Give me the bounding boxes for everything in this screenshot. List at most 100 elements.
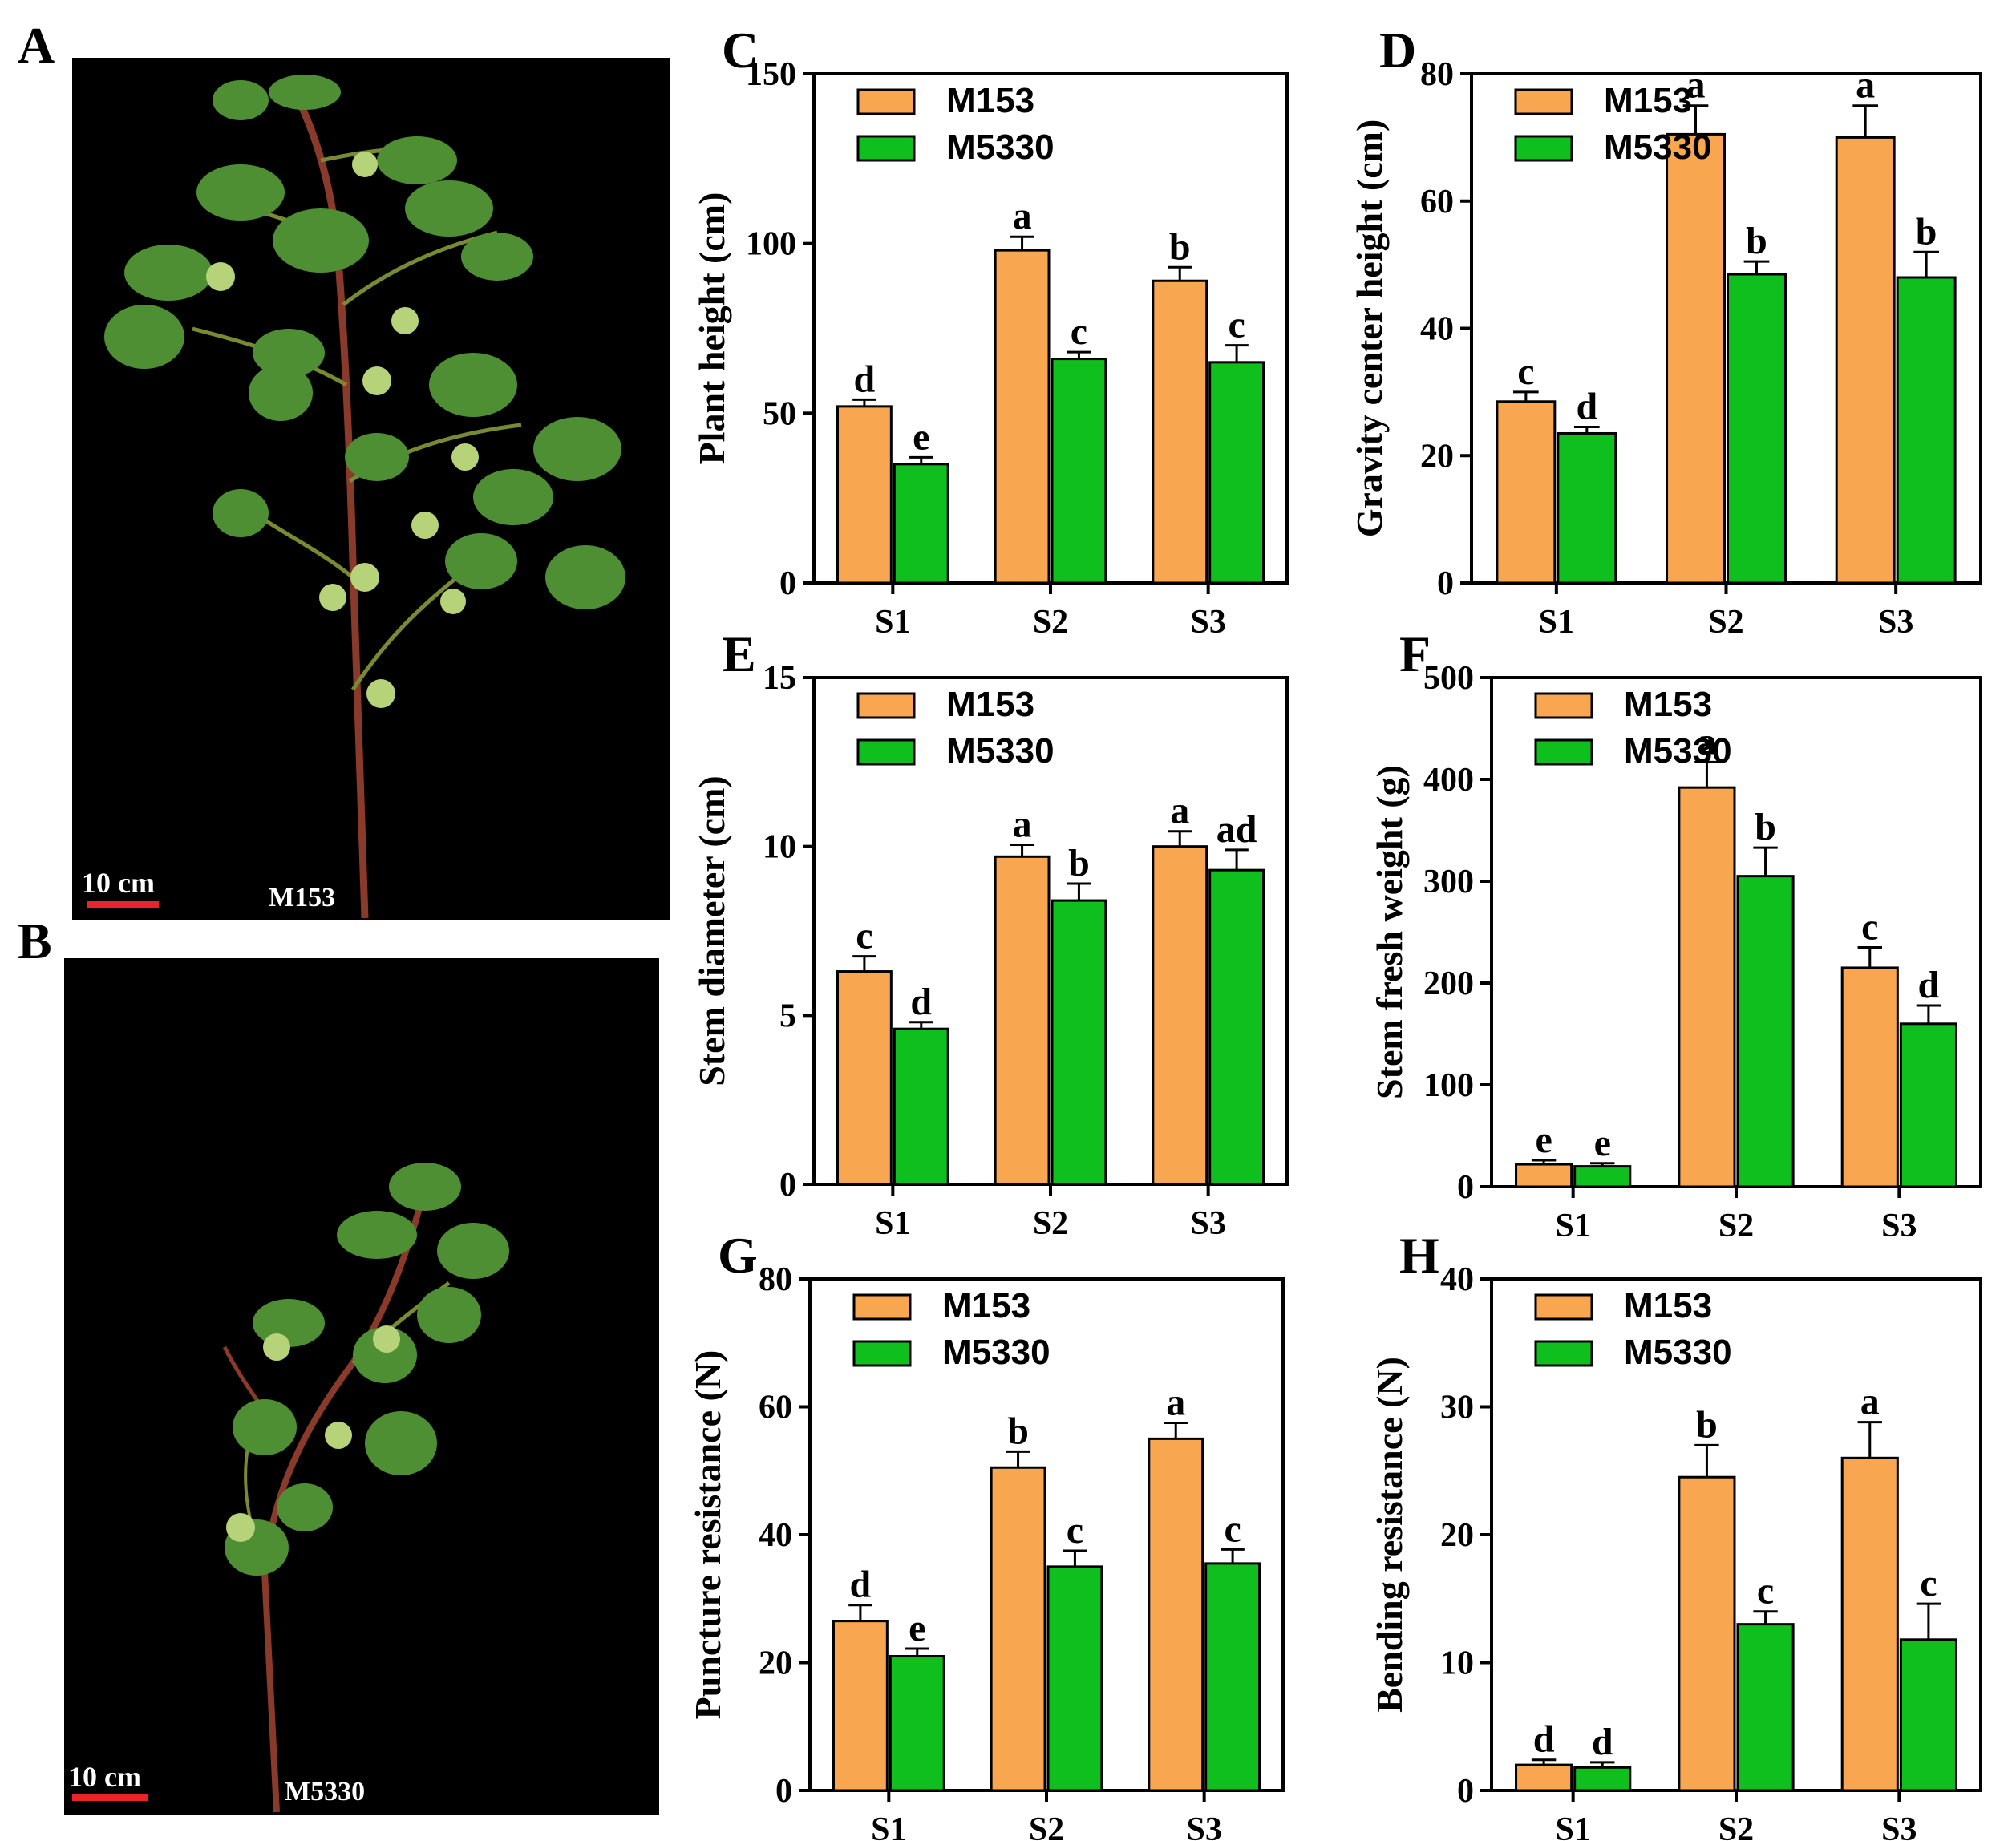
- y-tick-label: 40: [1440, 1261, 1474, 1298]
- y-axis-label: Gravity center height (cm): [1349, 119, 1390, 538]
- y-tick-label: 5: [779, 997, 796, 1034]
- bar-m153: [1152, 845, 1208, 1186]
- y-tick-label: 100: [1423, 1067, 1474, 1104]
- photo-caption-a: M153: [269, 883, 335, 912]
- bar-m5330: [1727, 273, 1787, 585]
- y-tick-label: 0: [1457, 1773, 1474, 1810]
- legend-swatch-m5330: [856, 738, 916, 766]
- bar-m153: [836, 970, 893, 1186]
- y-tick-label: 10: [763, 829, 796, 866]
- x-tick-label: S1: [875, 604, 910, 641]
- significance-letter: c: [856, 915, 872, 957]
- bar-m5330: [1736, 1623, 1795, 1792]
- legend-swatch-m5330: [1514, 135, 1573, 162]
- x-tick-label: S3: [1190, 604, 1225, 641]
- bar-m153: [1148, 1437, 1204, 1792]
- legend-swatch-m153: [1534, 692, 1593, 719]
- significance-letter: c: [1071, 310, 1087, 353]
- photo-a-background: [72, 58, 670, 920]
- y-tick-label: 40: [1420, 311, 1454, 348]
- bar-m153: [994, 249, 1051, 585]
- bar-m5330: [1051, 899, 1107, 1186]
- significance-letter: c: [1517, 350, 1534, 393]
- significance-letter: d: [850, 1564, 872, 1606]
- legend-label: M153: [946, 81, 1034, 120]
- cotton-plant-illustration-a: [104, 75, 625, 919]
- bar-m5330: [1899, 1022, 1957, 1188]
- bar-m153: [1678, 786, 1736, 1188]
- significance-letter: b: [1746, 220, 1767, 262]
- bar-m5330: [1046, 1565, 1103, 1792]
- y-tick-label: 400: [1423, 762, 1474, 799]
- panel-letter: F: [1399, 625, 1431, 682]
- bar-m153: [994, 855, 1051, 1186]
- legend-swatch-m5330: [1534, 738, 1593, 766]
- y-tick-label: 0: [1437, 565, 1454, 602]
- chart-panel-d: D 0 20 40 60 80 Gravity center height (cm) S1 cd…: [1349, 22, 1982, 641]
- significance-letter: c: [1224, 1507, 1241, 1550]
- y-tick-label: 50: [763, 395, 796, 432]
- y-tick-label: 10: [1440, 1645, 1474, 1682]
- significance-letter: a: [1166, 1381, 1185, 1423]
- panel-letter: G: [718, 1227, 758, 1284]
- bar-m5330: [1051, 358, 1107, 585]
- legend-swatch-m5330: [856, 135, 916, 162]
- x-tick-label: S1: [1539, 604, 1574, 641]
- x-tick-label: S3: [1190, 1205, 1225, 1242]
- legend-label: M153: [1604, 81, 1692, 120]
- bar-m5330: [1208, 868, 1265, 1186]
- significance-letter: e: [913, 415, 929, 458]
- legend-label: M153: [942, 1286, 1030, 1325]
- x-tick-label: S3: [1186, 1811, 1221, 1841]
- x-tick-label: S2: [1718, 1811, 1754, 1841]
- panel-letter: D: [1379, 22, 1416, 79]
- bar-m5330: [1573, 1766, 1632, 1792]
- photo-b-background: [64, 958, 659, 1815]
- y-axis-label: Puncture resistance (N): [687, 1350, 728, 1720]
- x-tick-label: S3: [1881, 1208, 1917, 1244]
- legend-label: M5330: [1604, 127, 1712, 167]
- y-tick-label: 200: [1423, 965, 1474, 1002]
- significance-letter: e: [1594, 1122, 1611, 1164]
- cotton-plant-illustration-b: [222, 1163, 509, 1813]
- y-tick-label: 20: [1440, 1517, 1474, 1554]
- significance-letter: c: [1757, 1570, 1774, 1612]
- y-tick-label: 300: [1423, 864, 1474, 900]
- significance-letter: a: [1856, 64, 1875, 107]
- legend-label: M153: [1624, 685, 1712, 724]
- legend-swatch-m5330: [852, 1340, 912, 1367]
- bar-m153: [1678, 1475, 1736, 1792]
- significance-letter: b: [1169, 225, 1191, 268]
- legend-swatch-m153: [852, 1293, 912, 1321]
- significance-letter: c: [1920, 1562, 1937, 1604]
- significance-letter: b: [1916, 210, 1937, 253]
- significance-letter: d: [1576, 386, 1597, 428]
- y-tick-label: 0: [779, 1167, 796, 1204]
- scale-label-b: 10 cm: [68, 1761, 141, 1793]
- y-tick-label: 20: [1420, 438, 1454, 475]
- panel-letter: E: [722, 625, 756, 682]
- significance-letter: d: [1592, 1721, 1613, 1763]
- x-tick-label: S2: [1033, 604, 1068, 641]
- y-tick-label: 0: [779, 565, 796, 602]
- bar-m153: [1152, 279, 1208, 585]
- legend-label: M5330: [1624, 731, 1732, 771]
- bar-m5330: [1204, 1562, 1261, 1792]
- legend-label: M153: [946, 685, 1034, 724]
- bar-m153: [1840, 1456, 1899, 1792]
- x-tick-label: S2: [1029, 1811, 1064, 1841]
- x-tick-label: S3: [1881, 1811, 1917, 1841]
- panel-letter: C: [722, 22, 759, 79]
- legend-label: M5330: [946, 731, 1055, 771]
- significance-letter: e: [1535, 1119, 1552, 1161]
- legend-label: M5330: [942, 1333, 1051, 1372]
- bar-m5330: [1573, 1165, 1632, 1188]
- bar-m5330: [1736, 875, 1795, 1188]
- x-tick-label: S2: [1033, 1205, 1068, 1242]
- significance-letter: a: [1170, 790, 1189, 832]
- significance-letter: b: [1755, 806, 1776, 848]
- y-tick-label: 100: [746, 226, 796, 263]
